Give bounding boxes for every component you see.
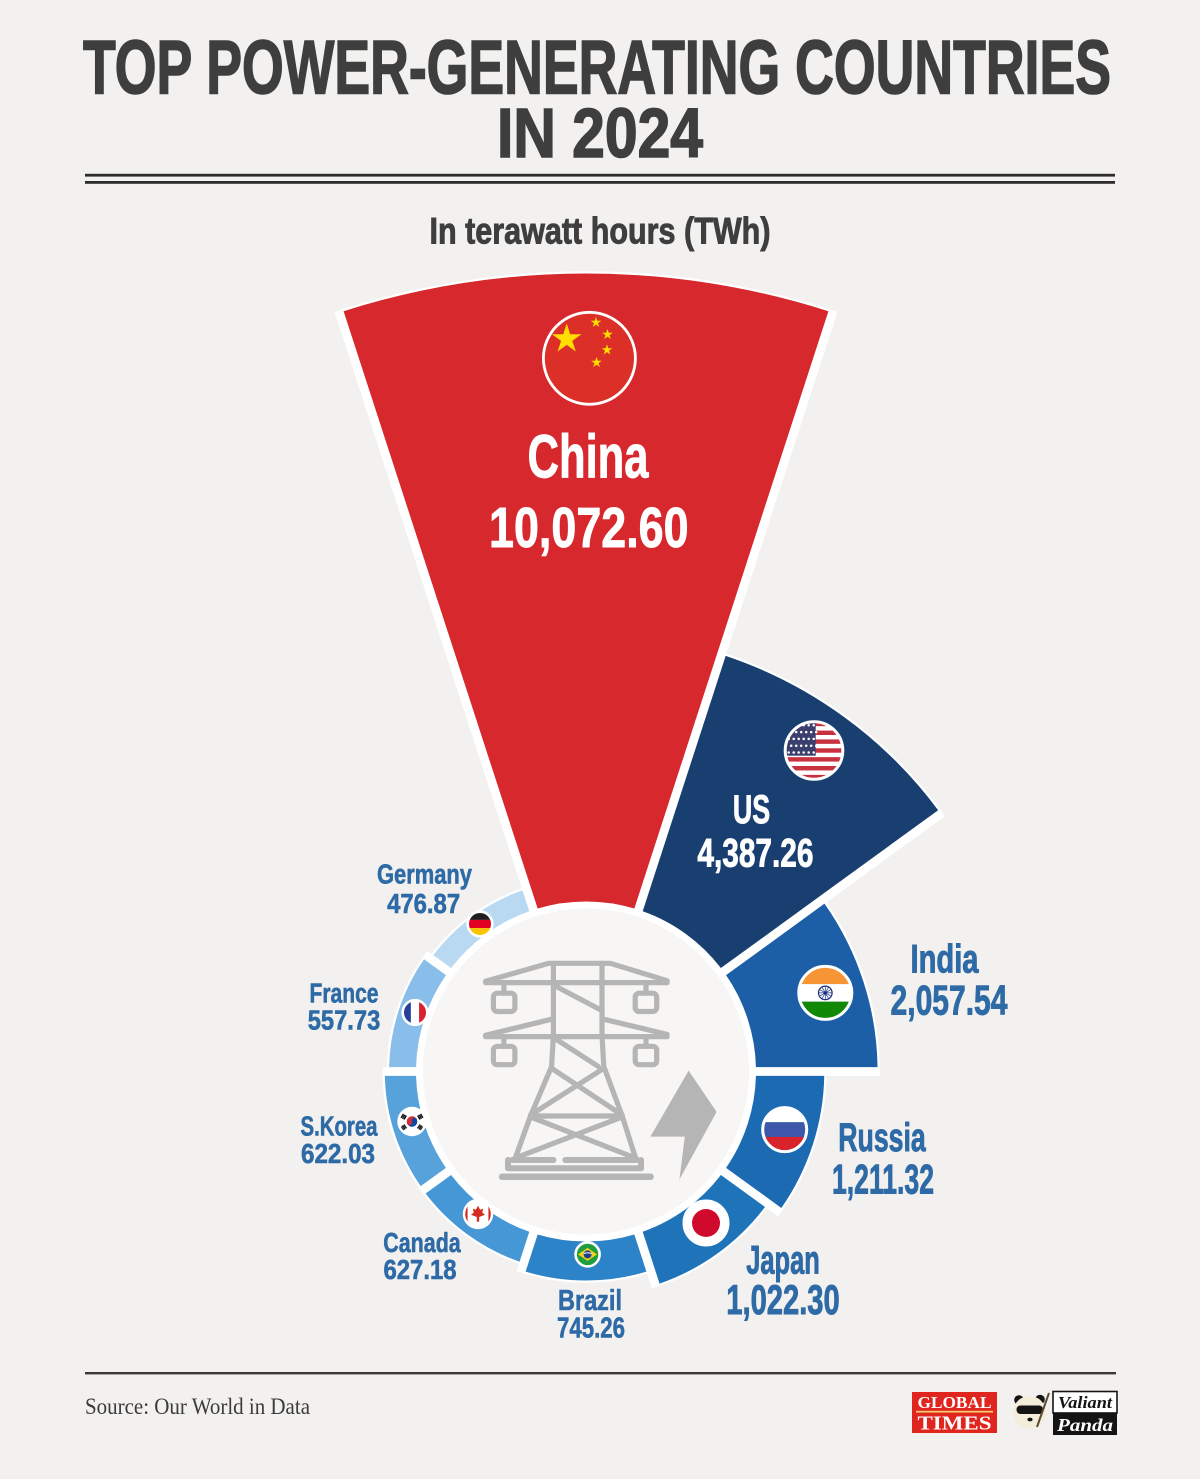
svg-text:US: US	[733, 788, 770, 832]
svg-text:GLOBAL: GLOBAL	[918, 1393, 992, 1412]
svg-text:4,387.26: 4,387.26	[697, 832, 813, 876]
svg-text:TIMES: TIMES	[918, 1413, 992, 1435]
svg-text:Russia: Russia	[838, 1116, 926, 1160]
svg-text:557.73: 557.73	[308, 1004, 381, 1035]
svg-text:In terawatt hours (TWh): In terawatt hours (TWh)	[430, 211, 771, 252]
svg-text:Valiant: Valiant	[1058, 1393, 1113, 1412]
svg-text:Canada: Canada	[383, 1227, 461, 1258]
svg-text:Germany: Germany	[377, 859, 472, 890]
svg-text:Japan: Japan	[746, 1239, 820, 1283]
svg-text:10,072.60: 10,072.60	[489, 496, 689, 560]
svg-text:TOP POWER-GENERATING COUNTRIES: TOP POWER-GENERATING COUNTRIES	[83, 26, 1111, 111]
svg-text:India: India	[911, 937, 980, 981]
svg-text:622.03: 622.03	[301, 1138, 375, 1169]
svg-text:1,022.30: 1,022.30	[726, 1276, 840, 1323]
svg-text:Source: Our World in Data: Source: Our World in Data	[85, 1394, 311, 1420]
svg-text:2,057.54: 2,057.54	[891, 976, 1008, 1023]
svg-text:745.26: 745.26	[557, 1312, 625, 1344]
svg-text:S.Korea: S.Korea	[301, 1111, 378, 1142]
svg-text:China: China	[528, 423, 650, 491]
svg-text:Brazil: Brazil	[558, 1285, 622, 1317]
svg-text:627.18: 627.18	[384, 1254, 457, 1285]
svg-text:476.87: 476.87	[387, 888, 460, 919]
svg-text:France: France	[310, 977, 379, 1008]
svg-text:IN 2024: IN 2024	[497, 94, 703, 172]
svg-text:1,211.32: 1,211.32	[832, 1156, 934, 1203]
svg-text:Panda: Panda	[1056, 1415, 1113, 1435]
